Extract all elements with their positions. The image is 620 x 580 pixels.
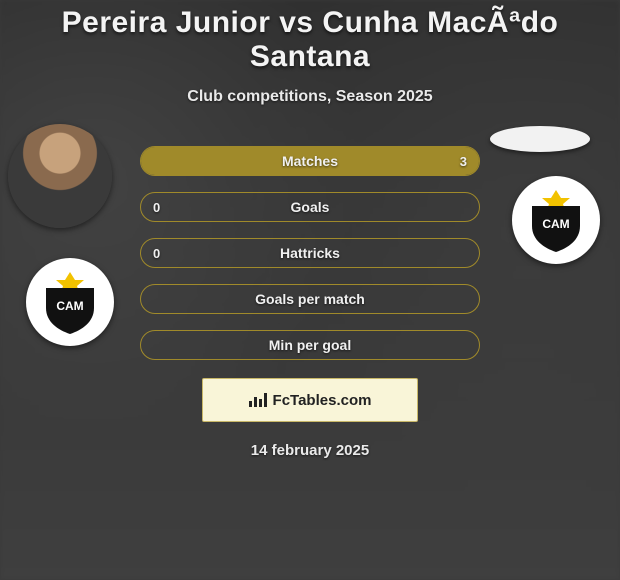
source-badge[interactable]: FcTables.com: [202, 378, 418, 422]
stats-container: Matches 3 0 Goals 0 Hattricks Goals per …: [140, 146, 480, 360]
stat-row-goals: 0 Goals: [140, 192, 480, 222]
stat-label: Goals per match: [255, 291, 365, 307]
subtitle: Club competitions, Season 2025: [0, 88, 620, 106]
svg-text:CAM: CAM: [542, 217, 569, 231]
stat-label: Goals: [291, 199, 330, 215]
chart-icon: [249, 393, 267, 407]
stat-row-gpm: Goals per match: [140, 284, 480, 314]
stat-row-hattricks: 0 Hattricks: [140, 238, 480, 268]
svg-text:CAM: CAM: [56, 299, 83, 313]
source-text: FcTables.com: [273, 392, 372, 409]
stat-left-value: 0: [153, 200, 160, 215]
stat-label: Matches: [282, 153, 338, 169]
stat-label: Min per goal: [269, 337, 351, 353]
stat-row-matches: Matches 3: [140, 146, 480, 176]
player-left-photo: [8, 124, 112, 228]
date-label: 14 february 2025: [0, 442, 620, 459]
stat-right-value: 3: [460, 154, 467, 169]
stat-label: Hattricks: [280, 245, 340, 261]
page-title: Pereira Junior vs Cunha MacÃªdo Santana: [0, 0, 620, 74]
club-crest-right: CAM: [512, 176, 600, 264]
club-crest-left: CAM: [26, 258, 114, 346]
stat-row-mpg: Min per goal: [140, 330, 480, 360]
player-right-placeholder: [490, 126, 590, 152]
stat-left-value: 0: [153, 246, 160, 261]
